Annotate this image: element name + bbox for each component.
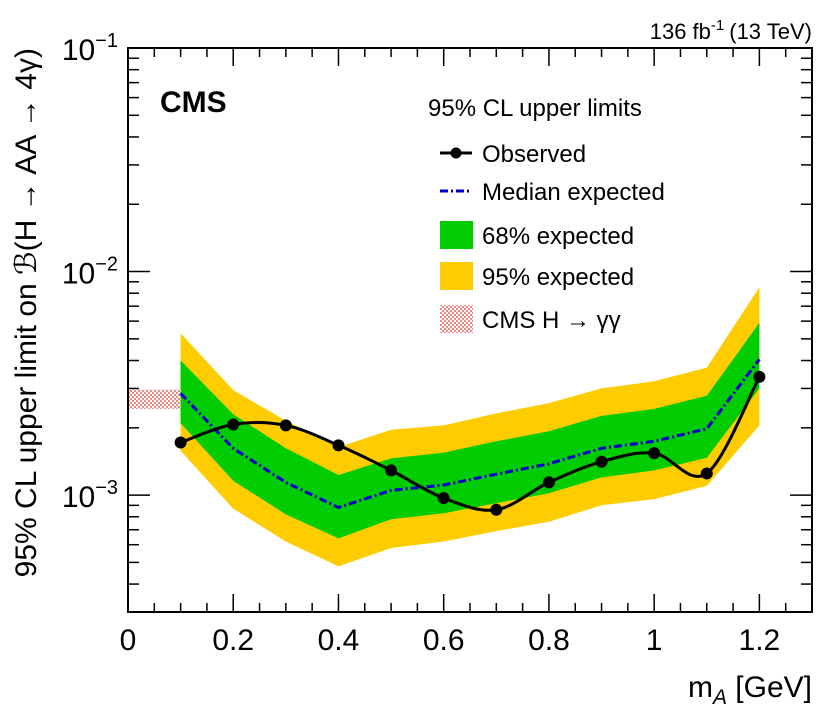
observed-point — [437, 492, 450, 505]
observed-point — [542, 476, 555, 489]
lumi-energy: (13 TeV) — [729, 19, 812, 44]
observed-point — [700, 467, 713, 480]
x-tick-label: 1 — [646, 624, 663, 657]
lumi-value: 136 fb — [650, 19, 711, 44]
x-tick-label: 0 — [120, 624, 137, 657]
legend-cms-hgg-label: CMS H → γγ — [482, 307, 621, 334]
observed-point — [595, 455, 608, 468]
median-expected-line — [179, 358, 761, 510]
x-tick-label: 1.2 — [739, 624, 781, 657]
observed-point — [753, 370, 766, 383]
cms-hgg-band — [128, 389, 181, 409]
x-tick-label: 0.6 — [423, 624, 465, 657]
band-68-expected — [180, 322, 760, 539]
curves-layer — [174, 358, 766, 516]
y-axis-title: 95% CL upper limit on ℬ(H → AA → 4γ) — [10, 48, 43, 577]
y-tick-base: 10 — [62, 34, 95, 67]
y-tick-exponent: −2 — [95, 254, 118, 276]
y-tick-base: 10 — [62, 481, 95, 514]
observed-point — [279, 419, 292, 432]
x-tick-label: 0.2 — [212, 624, 254, 657]
y-tick-label: 10−2 — [62, 254, 118, 291]
legend-observed-marker — [450, 147, 462, 159]
legend-band95-label: 95% expected — [482, 264, 634, 291]
x-tick-label: 0.4 — [318, 624, 360, 657]
legend-band68-swatch — [440, 221, 473, 249]
lumi-exponent: -1 — [711, 17, 724, 34]
observed-point — [227, 418, 240, 431]
cms-label: CMS — [160, 86, 227, 119]
observed-point — [332, 439, 345, 452]
x-axis-title-unit: [GeV] — [727, 671, 812, 704]
y-tick-exponent: −3 — [95, 477, 118, 499]
legend-band68-label: 68% expected — [482, 223, 634, 250]
x-axis-title-symbol: m — [688, 671, 713, 704]
y-tick-exponent: −1 — [95, 30, 118, 52]
observed-point — [174, 436, 187, 449]
x-axis-title: mA [GeV] — [688, 671, 812, 709]
legend: 95% CL upper limits Observed Median expe… — [428, 95, 665, 334]
axis-ticks: 0 0.2 0.4 0.6 0.8 1 1.210−310−210−1 — [62, 30, 813, 657]
legend-band95-swatch — [440, 262, 473, 290]
observed-point — [490, 503, 503, 516]
y-tick-label: 10−3 — [62, 477, 118, 514]
legend-cms-hgg-swatch — [440, 305, 473, 333]
x-tick-label: 0.8 — [528, 624, 570, 657]
y-tick-base: 10 — [62, 258, 95, 291]
x-axis-title-subscript: A — [711, 686, 727, 709]
legend-median-label: Median expected — [482, 179, 665, 206]
observed-point — [648, 447, 661, 460]
bands-layer — [128, 287, 760, 567]
y-tick-label: 10−1 — [62, 30, 118, 67]
lumi-label: 136 fb-1 (13 TeV) — [650, 17, 812, 44]
observed-point — [385, 464, 398, 477]
legend-observed-label: Observed — [482, 141, 586, 168]
legend-header: 95% CL upper limits — [428, 95, 642, 122]
